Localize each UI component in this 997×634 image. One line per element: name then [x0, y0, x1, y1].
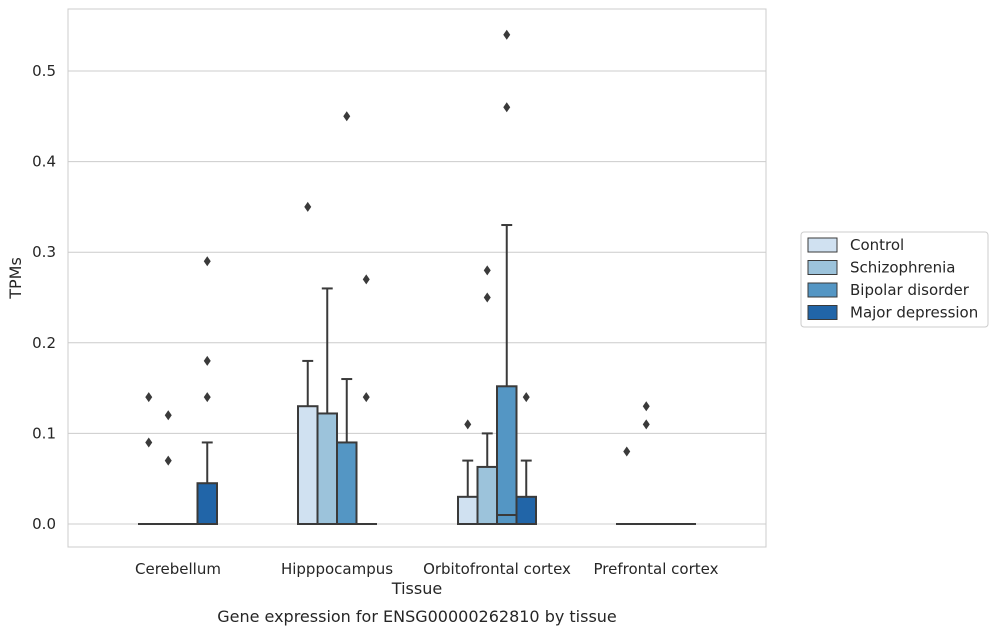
outliers	[145, 29, 650, 466]
x-tick-label: Cerebellum	[135, 560, 221, 578]
box-iqr	[457, 495, 479, 526]
outlier-point	[623, 446, 631, 457]
box-iqr	[297, 405, 319, 525]
outlier-point	[145, 392, 153, 403]
legend-frame	[800, 231, 989, 328]
box-control	[297, 359, 319, 525]
x-tick-label: Hipppocampus	[281, 560, 393, 578]
legend-label: Bipolar disorder	[850, 281, 970, 299]
legend-label: Control	[850, 236, 904, 254]
outlier-point	[203, 256, 211, 267]
x-tick-label: Orbitofrontal cortex	[423, 560, 571, 578]
chart-caption: Gene expression for ENSG00000262810 by t…	[217, 607, 617, 626]
box-bipolar-disorder	[496, 224, 518, 525]
box-iqr	[336, 441, 358, 525]
outlier-point	[362, 274, 370, 285]
boxes	[138, 224, 696, 526]
y-tick-label: 0.0	[32, 515, 56, 533]
outlier-point	[164, 455, 172, 466]
gridlines	[68, 70, 766, 525]
outlier-point	[503, 29, 511, 40]
outlier-point	[304, 201, 312, 212]
outlier-point	[642, 419, 650, 430]
outlier-point	[343, 111, 351, 122]
legend-swatch	[807, 305, 838, 320]
legend-label: Schizophrenia	[850, 259, 955, 277]
y-tick-label: 0.1	[32, 424, 56, 442]
box-bipolar-disorder	[336, 378, 358, 525]
x-tick-label: Prefrontal cortex	[594, 560, 719, 578]
outlier-point	[203, 355, 211, 366]
legend: Control Schizophrenia Bipolar disorder Majo…	[800, 231, 989, 328]
box-iqr	[476, 465, 498, 525]
y-tick-label: 0.4	[32, 153, 56, 171]
legend-label: Major depression	[850, 304, 978, 322]
box-iqr	[316, 412, 338, 525]
box-iqr	[515, 495, 537, 526]
y-axis: 0.0 0.1 0.2 0.3 0.4 0.5	[32, 62, 56, 533]
outlier-point	[164, 410, 172, 421]
y-tick-label: 0.2	[32, 334, 56, 352]
box-iqr	[196, 482, 218, 526]
y-tick-label: 0.5	[32, 62, 56, 80]
plot-frame	[67, 8, 767, 548]
legend-swatch	[807, 237, 838, 253]
legend-swatch	[807, 282, 838, 298]
box-major-depression	[515, 459, 537, 526]
outlier-point	[483, 292, 491, 303]
outlier-point	[145, 437, 153, 448]
box-iqr	[496, 385, 518, 525]
box-control	[457, 459, 479, 526]
box-schizophrenia	[316, 287, 338, 525]
box-major-depression	[196, 441, 218, 526]
outlier-point	[464, 419, 472, 430]
box-schizophrenia	[476, 432, 498, 525]
outlier-point	[522, 392, 530, 403]
x-axis-title: Tissue	[391, 579, 442, 598]
y-tick-label: 0.3	[32, 243, 56, 261]
outlier-point	[362, 392, 370, 403]
x-axis: Cerebellum Hipppocampus Orbitofrontal cort…	[135, 560, 719, 578]
outlier-point	[203, 392, 211, 403]
outlier-point	[642, 401, 650, 412]
outlier-point	[503, 102, 511, 113]
outlier-point	[483, 265, 491, 276]
legend-swatch	[807, 260, 838, 275]
y-axis-title: TPMs	[6, 257, 25, 300]
